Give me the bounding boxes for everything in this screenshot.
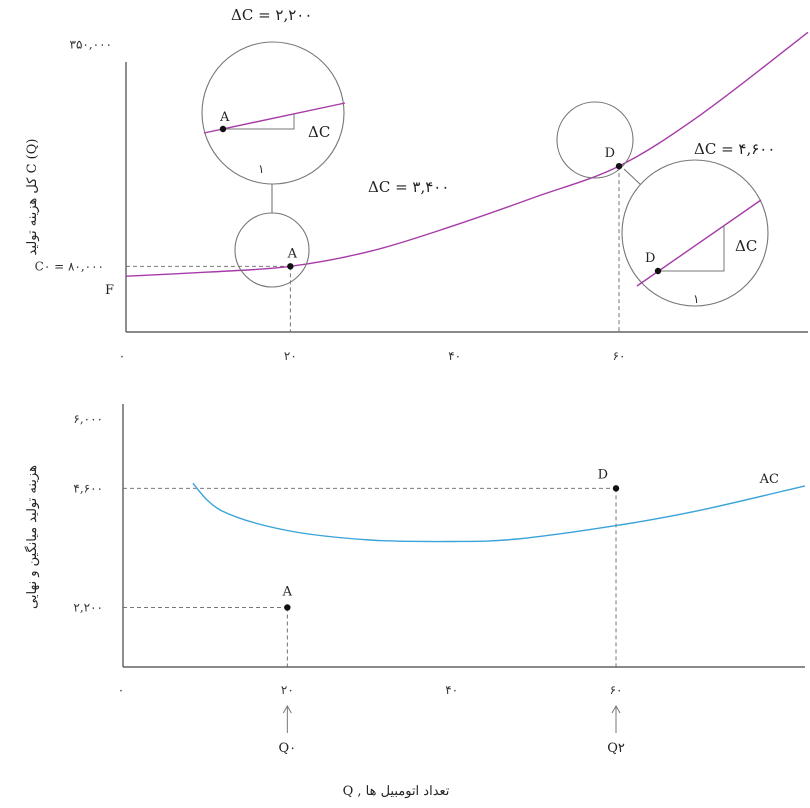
average-cost-panel: هزینه تولید میانگین و نهایی ۶,۰۰۰ ۴,۶۰۰ … (24, 404, 806, 799)
point-a-bottom-label: A (282, 584, 293, 599)
magnifier-a-small (234, 212, 310, 288)
point-a-bottom (284, 604, 291, 611)
point-a-top-label: A (287, 246, 298, 261)
fixed-cost-label: F (105, 283, 114, 298)
magnifier-d-label: D (645, 251, 655, 266)
point-d-top (615, 162, 623, 170)
bottom-y-tick-6000: ۶,۰۰۰ (73, 412, 103, 426)
magnifier-d-large (621, 159, 769, 307)
bottom-x-tick-0: ۰ (118, 683, 124, 697)
slope-d-label: ΔC = ۴,۶۰۰ (694, 140, 775, 158)
bottom-y-tick-4600: ۴,۶۰۰ (73, 481, 103, 495)
x-axis-label: Q , تعداد اتومبیل ها (343, 784, 450, 799)
top-x-tick-60: ۶۰ (613, 349, 626, 363)
magnifier-a-point (219, 125, 227, 133)
slope-a-label: ΔC = ۲,۲۰۰ (231, 6, 312, 24)
average-cost-legend-label: AC (759, 472, 779, 487)
top-x-tick-40: ۴۰ (448, 349, 461, 363)
bottom-y-axis-label: هزینه تولید میانگین و نهایی (24, 465, 40, 609)
magnifier-d-delta: ΔC (735, 237, 757, 255)
total-cost-curve (125, 31, 809, 277)
slope-mid-label: ΔC = ۳,۴۰۰ (368, 178, 449, 196)
magnifier-a-tangent (203, 102, 346, 134)
q2-arrow-head (611, 704, 621, 714)
bottom-x-tick-20: ۲۰ (281, 683, 294, 697)
point-d-bottom (612, 485, 620, 492)
magnifier-d-point (654, 267, 662, 275)
bottom-x-tick-40: ۴۰ (445, 683, 458, 697)
total-cost-panel: کل هزینه تولید C (Q) ۳۵۰,۰۰۰ C۰ = ۸۰,۰۰۰… (25, 6, 809, 363)
magnifier-d-triangle (658, 225, 725, 272)
point-d-bottom-label: D (598, 467, 608, 482)
point-d-top-label: D (605, 146, 615, 161)
q0-arrow-head (282, 704, 292, 714)
q0-marker: Q۰ (279, 704, 297, 756)
top-y-tick-max: ۳۵۰,۰۰۰ (70, 38, 113, 52)
magnifier-d-connector (623, 168, 642, 186)
magnifier-d-small (556, 101, 634, 179)
top-x-tick-0: ۰ (119, 349, 125, 363)
q2-marker: Q۲ (607, 704, 625, 756)
bottom-y-tick-2200: ۲,۲۰۰ (73, 600, 103, 614)
magnifier-a-label: A (219, 110, 230, 125)
q2-label: Q۲ (607, 741, 625, 756)
q0-label: Q۰ (279, 741, 297, 756)
bottom-x-tick-60: ۶۰ (610, 683, 623, 697)
magnifier-d-one: ۱ (693, 292, 699, 306)
magnifier-a-large (201, 41, 345, 185)
top-x-tick-20: ۲۰ (284, 349, 297, 363)
top-y-tick-c0: C۰ = ۸۰,۰۰۰ (35, 259, 104, 273)
point-a-top (287, 263, 294, 270)
top-y-axis-label: کل هزینه تولید C (Q) (25, 139, 40, 256)
magnifier-a-delta: ΔC (308, 123, 330, 141)
average-cost-curve (192, 482, 806, 543)
magnifier-a-one: ۱ (258, 162, 264, 176)
magnifier-a-triangle (223, 114, 295, 130)
